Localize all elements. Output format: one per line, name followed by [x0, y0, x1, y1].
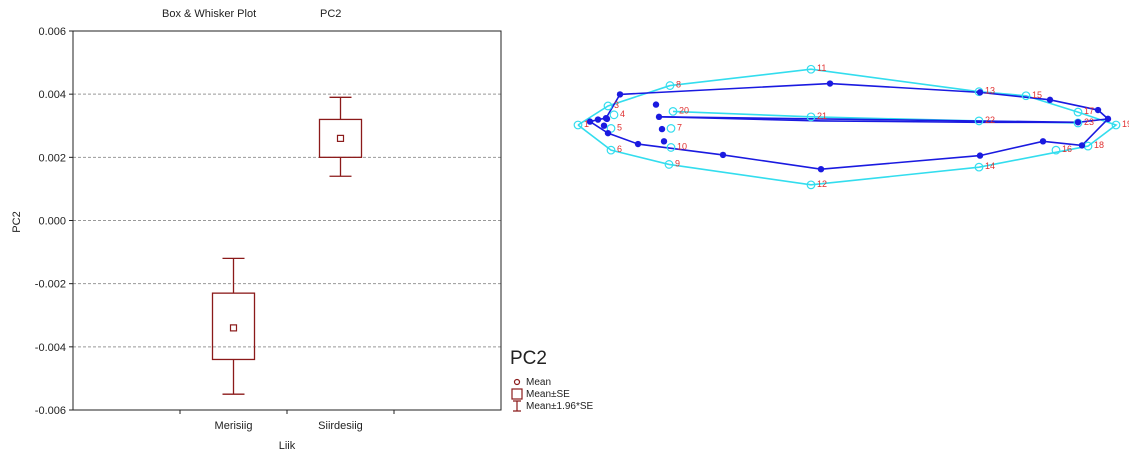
y-tick-label: -0.002	[35, 279, 66, 291]
blue-landmark	[594, 116, 602, 123]
cyan-landmark	[1111, 120, 1121, 130]
blue-midline-main	[661, 116, 1078, 124]
landmark-label: 13	[985, 86, 995, 96]
blue-landmark	[1104, 115, 1112, 123]
landmark-label: 19	[1122, 119, 1129, 129]
cyan-landmark	[1051, 145, 1061, 155]
cyan-outline	[577, 68, 1118, 186]
mean-marker	[229, 324, 238, 332]
blue-landmark	[1074, 119, 1082, 126]
whisker-icon	[510, 400, 524, 412]
cyan-landmark	[603, 101, 613, 111]
legend-label: Mean±1.96*SE	[526, 400, 594, 412]
blue-landmark	[976, 152, 984, 159]
y-tick-label: 0.006	[38, 26, 66, 38]
blue-landmark	[1046, 96, 1054, 104]
legend-item-mean: Mean	[510, 376, 593, 388]
blue-landmark	[604, 129, 612, 137]
y-tick-label: -0.006	[35, 405, 66, 417]
landmark-label: 5	[617, 122, 622, 132]
blue-landmark	[655, 113, 663, 121]
mean-marker-icon	[510, 376, 524, 388]
chart-title: Box & Whisker Plot	[162, 8, 256, 20]
landmark-label: 1	[584, 119, 589, 129]
cyan-landmark	[806, 180, 816, 190]
landmark-label: 17	[1084, 106, 1094, 116]
blue-landmark	[976, 89, 984, 96]
legend-item-se: Mean±SE	[510, 388, 593, 400]
y-axis-label: PC2	[11, 211, 23, 232]
plot-frame	[72, 30, 502, 411]
y-tick-label: 0.000	[38, 216, 66, 228]
landmark-label: 20	[679, 105, 689, 115]
landmark-label: 15	[1032, 90, 1042, 100]
blue-landmark	[1078, 142, 1086, 149]
landmark-label: 22	[985, 115, 995, 125]
cyan-landmark	[806, 64, 816, 74]
landmark-shape-plot: 134567891011121314151617181920212223	[573, 63, 1129, 190]
blue-landmark	[616, 91, 624, 98]
cyan-landmark	[665, 81, 675, 90]
cyan-landmark	[666, 143, 676, 152]
x-tick-label: Siirdesiig	[318, 420, 363, 432]
landmark-label: 8	[676, 80, 681, 90]
blue-landmark	[826, 80, 834, 87]
blue-landmark	[652, 101, 660, 108]
se-box	[211, 292, 256, 361]
cyan-landmark	[666, 123, 676, 133]
cyan-landmark	[609, 110, 619, 120]
cyan-landmark	[668, 106, 678, 116]
y-tick-label: -0.004	[35, 342, 66, 354]
legend-item-ci: Mean±1.96*SE	[510, 400, 593, 412]
cyan-landmark	[806, 112, 816, 122]
legend-label: Mean±SE	[526, 388, 570, 400]
landmark-label: 12	[817, 179, 827, 189]
cyan-landmark	[974, 116, 984, 126]
cyan-landmark	[606, 145, 616, 155]
se-box-icon	[510, 388, 524, 400]
cyan-landmark	[1021, 91, 1031, 101]
landmark-label: 16	[1062, 144, 1072, 154]
blue-landmark	[603, 115, 611, 123]
cyan-landmark	[664, 160, 674, 169]
landmark-label: 3	[614, 100, 619, 110]
landmark-label: 23	[1084, 117, 1094, 127]
se-box	[318, 118, 363, 158]
x-tick-label: Merisiig	[215, 420, 253, 432]
y-tick-label: 0.002	[38, 152, 66, 164]
blue-landmark	[634, 140, 642, 148]
landmark-label: 18	[1094, 140, 1104, 150]
legend-label: Mean	[526, 376, 552, 388]
legend-title: PC2	[510, 348, 547, 369]
landmark-label: 11	[817, 63, 826, 73]
cyan-landmark	[573, 120, 583, 130]
blue-landmark	[658, 125, 666, 133]
landmark-label: 9	[675, 158, 680, 168]
cyan-landmark	[974, 162, 984, 172]
y-tick-label: 0.004	[38, 89, 66, 101]
cyan-landmark	[1073, 107, 1083, 117]
blue-landmark	[1039, 138, 1047, 145]
box-whisker-chart: Box & Whisker Plot PC2 PC2 Liik 0.006 0.0…	[11, 8, 502, 452]
blue-landmark	[660, 138, 668, 145]
landmark-label: 14	[985, 161, 995, 171]
landmark-label: 10	[677, 141, 687, 151]
landmark-label: 4	[620, 109, 625, 119]
blue-landmark	[1094, 106, 1102, 114]
blue-landmark	[719, 151, 727, 159]
landmark-label: 6	[617, 144, 622, 154]
chart-subtitle: PC2	[320, 8, 341, 20]
blue-landmark	[600, 122, 608, 129]
blue-landmark	[817, 166, 825, 173]
landmark-label: 21	[817, 111, 827, 121]
x-axis-label: Liik	[279, 440, 296, 452]
legend: PC2 Mean Mean±SE Mean±1.96*SE	[510, 348, 593, 412]
mean-marker	[336, 134, 345, 142]
landmark-label: 7	[677, 122, 682, 132]
blue-landmark	[586, 118, 594, 125]
